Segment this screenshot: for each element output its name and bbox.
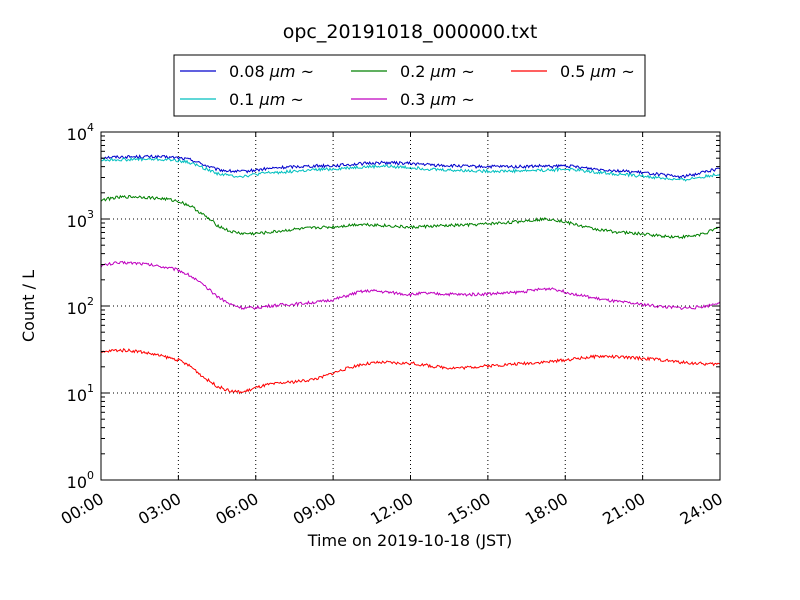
legend-label-size: 0.1: [229, 90, 260, 109]
legend-label: 0.5 μm ~: [560, 62, 635, 81]
y-tick-label-exponent: 4: [87, 121, 94, 134]
legend-box: [173, 54, 646, 117]
y-axis-title: Count / L: [19, 270, 38, 342]
legend: 0.08 μm ~0.1 μm ~0.2 μm ~0.3 μm ~0.5 μm …: [173, 54, 646, 117]
legend-label-tail: ~: [285, 90, 304, 109]
legend-label: 0.08 μm ~: [229, 62, 314, 81]
legend-label-size: 0.08: [229, 62, 270, 81]
series-line: [100, 156, 721, 182]
series-line: [100, 348, 721, 395]
series-lines: [100, 154, 721, 395]
legend-label-tail: ~: [295, 62, 314, 81]
y-tick-label: 100: [67, 469, 94, 492]
x-tick-label: 06:00: [212, 489, 261, 529]
y-tick-label-base: 10: [67, 125, 87, 144]
grid-lines: [101, 132, 720, 480]
legend-label-size: 0.2: [400, 62, 431, 81]
legend-label-unit: μm: [590, 62, 617, 81]
y-tick-label-exponent: 1: [87, 382, 94, 395]
x-tick-label: 24:00: [677, 489, 726, 529]
legend-label-size: 0.3: [400, 90, 431, 109]
y-tick-label-base: 10: [67, 212, 87, 231]
series-line: [100, 194, 720, 240]
y-tick-label: 103: [67, 208, 94, 231]
y-tick-label: 104: [67, 121, 94, 144]
x-tick-labels: 00:00 03:00 06:00 09:00 12:00 15:00 18:00 21:00…: [58, 489, 726, 529]
y-tick-label: 101: [67, 382, 94, 405]
y-tick-label-base: 10: [67, 473, 87, 492]
x-axis-title: Time on 2019-10-18 (JST): [307, 531, 512, 550]
y-tick-label-exponent: 2: [87, 295, 94, 308]
legend-label-unit: μm: [259, 90, 286, 109]
legend-label-size: 0.5: [560, 62, 591, 81]
y-tick-label-base: 10: [67, 386, 87, 405]
legend-label-tail: ~: [616, 62, 635, 81]
axis-ticks: [100, 131, 721, 481]
series-line: [100, 260, 721, 311]
y-tick-label-exponent: 0: [87, 469, 94, 482]
x-tick-label: 15:00: [444, 489, 493, 529]
y-tick-label-exponent: 3: [87, 208, 94, 221]
x-tick-label: 18:00: [522, 489, 571, 529]
chart-title: opc_20191018_000000.txt: [283, 21, 538, 43]
legend-label-unit: μm: [269, 62, 296, 81]
series-line: [100, 154, 721, 179]
legend-label-tail: ~: [456, 90, 475, 109]
legend-label-unit: μm: [430, 90, 457, 109]
x-tick-label: 03:00: [135, 489, 184, 529]
y-tick-label-base: 10: [67, 299, 87, 318]
x-tick-label: 21:00: [599, 489, 648, 529]
legend-label: 0.3 μm ~: [400, 90, 475, 109]
legend-label: 0.1 μm ~: [229, 90, 304, 109]
x-tick-label: 00:00: [58, 489, 107, 529]
legend-label: 0.2 μm ~: [400, 62, 475, 81]
x-tick-label: 12:00: [367, 489, 416, 529]
legend-label-tail: ~: [456, 62, 475, 81]
x-tick-label: 09:00: [290, 489, 339, 529]
legend-label-unit: μm: [430, 62, 457, 81]
y-tick-label: 102: [67, 295, 94, 318]
